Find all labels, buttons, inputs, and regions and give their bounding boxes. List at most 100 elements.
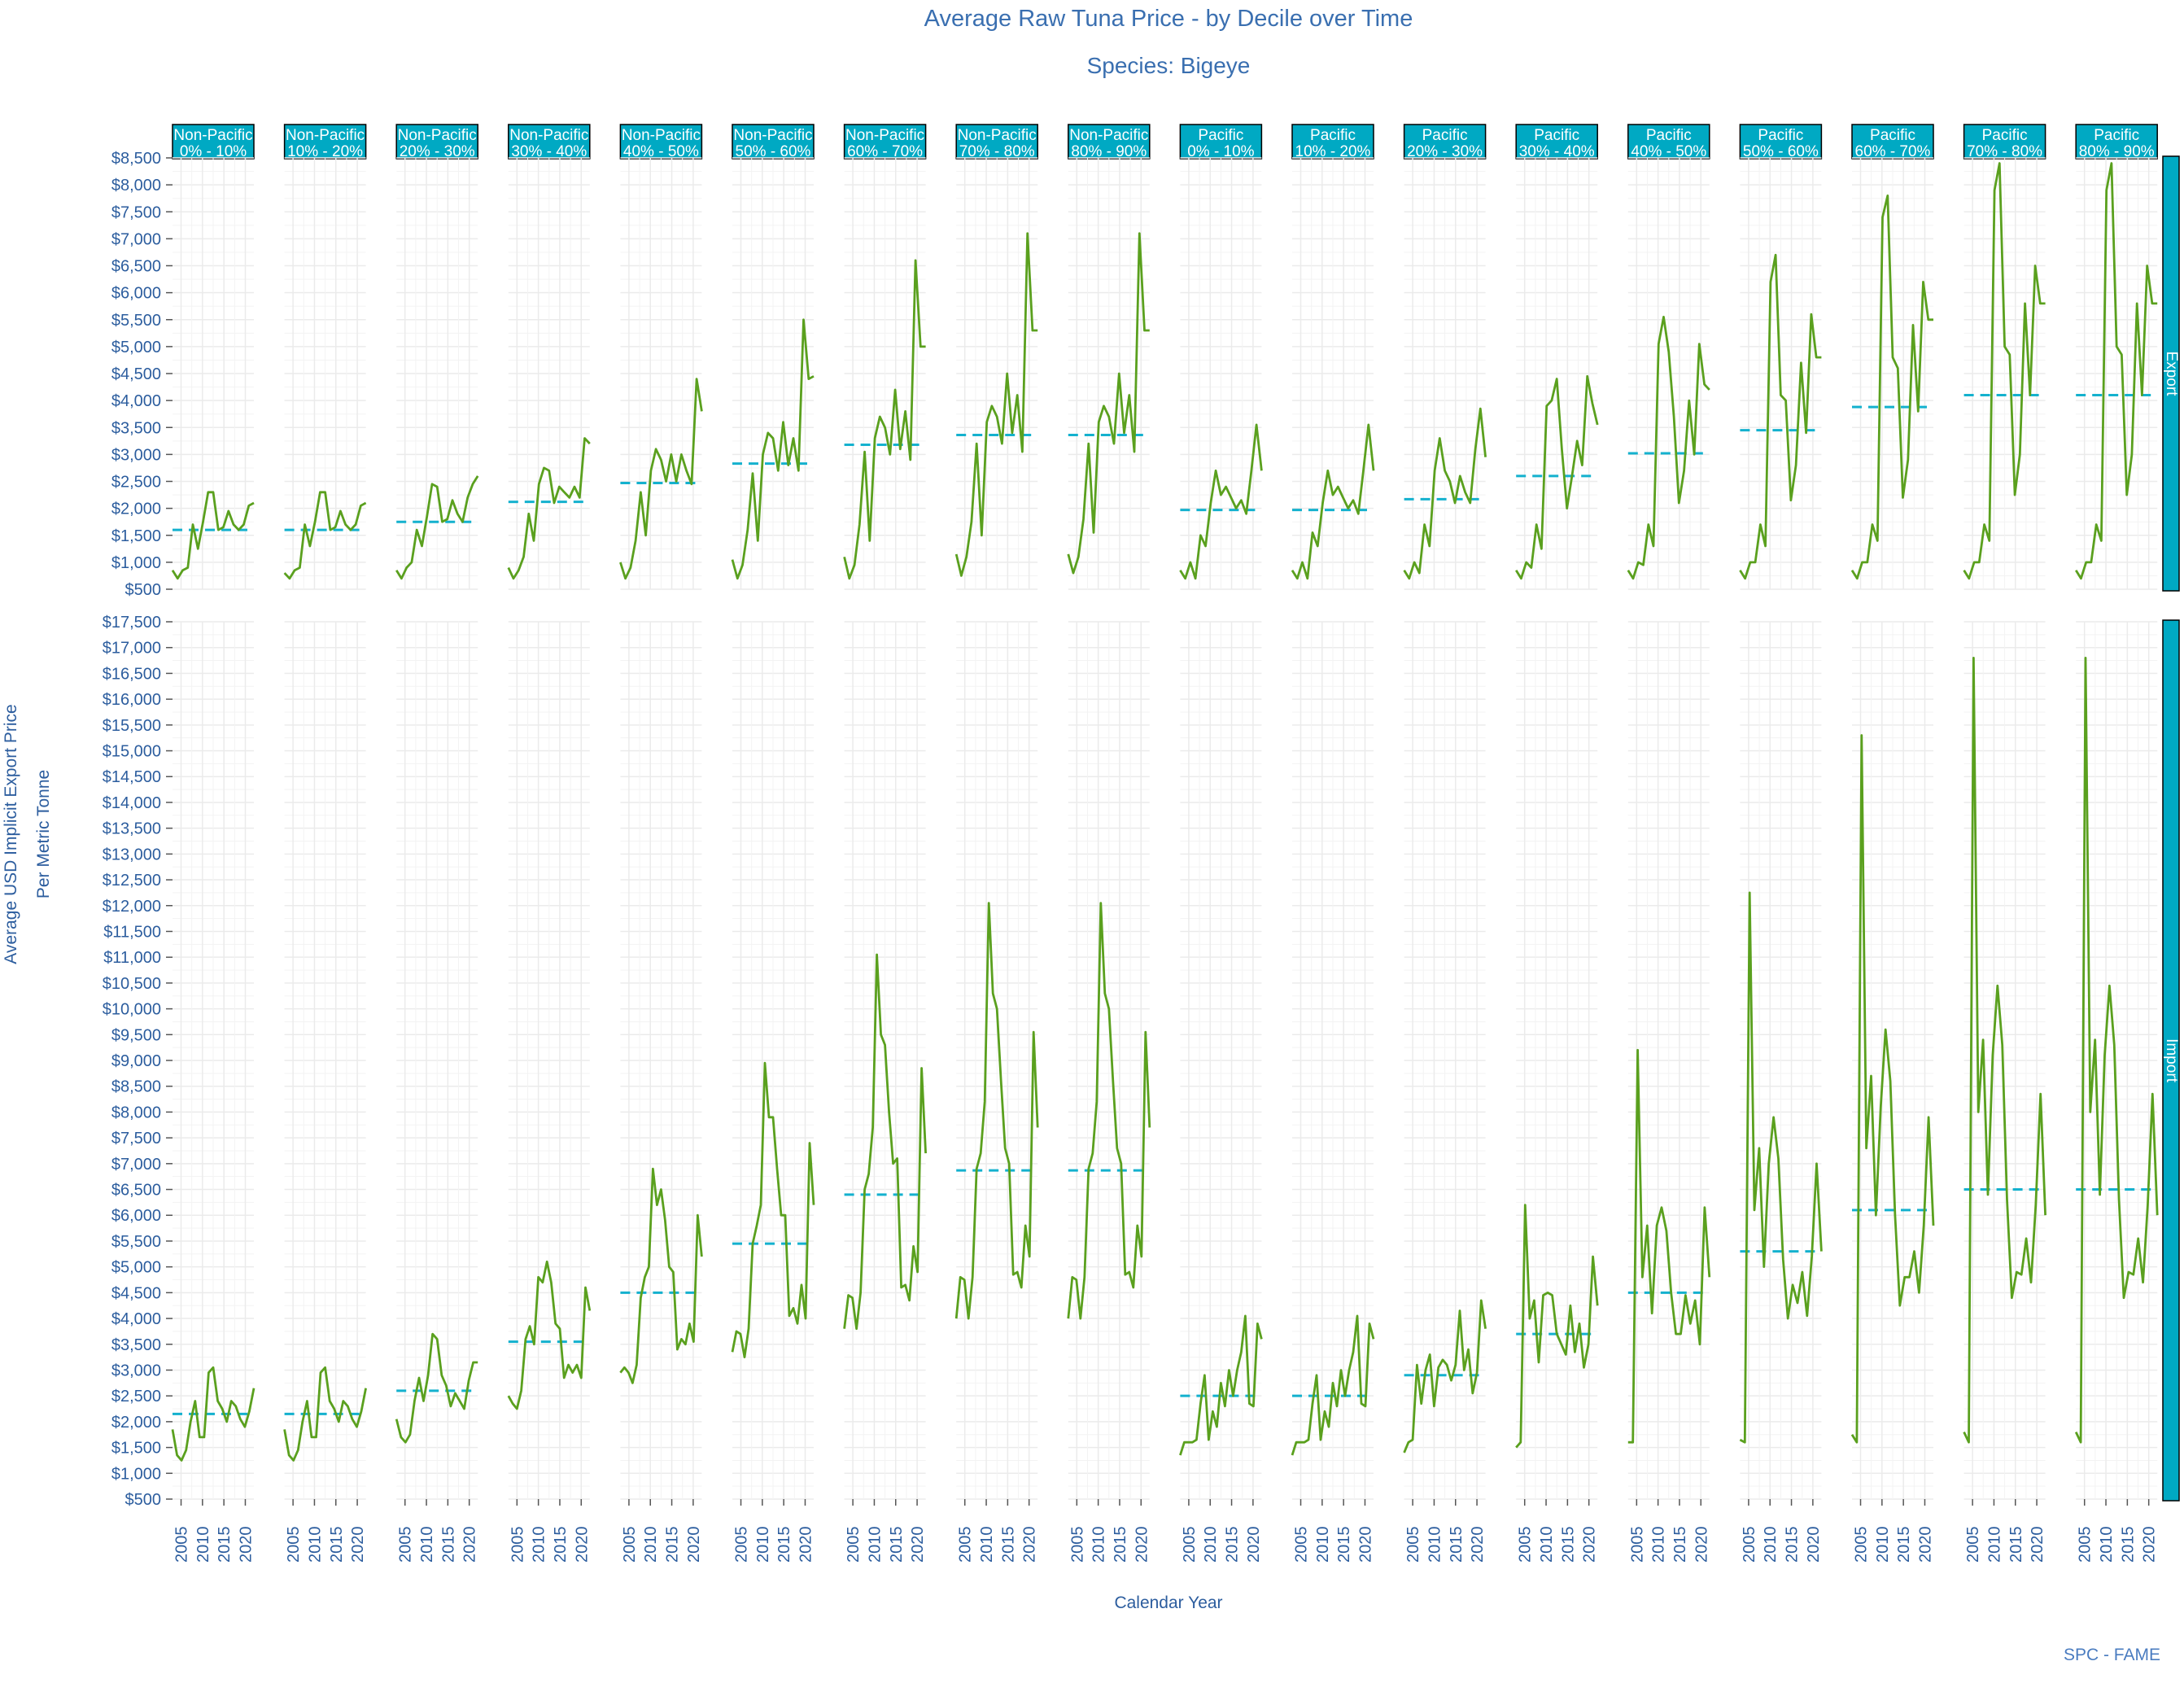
x-tick-label: 2020 bbox=[237, 1527, 255, 1563]
panel bbox=[1627, 157, 1710, 590]
series-line bbox=[731, 1061, 815, 1358]
x-tick-label: 2005 bbox=[1517, 1527, 1535, 1563]
facet-strip bbox=[508, 124, 591, 160]
x-tick-label: 2015 bbox=[999, 1527, 1017, 1563]
panel bbox=[1179, 157, 1263, 590]
row-strip-label: Export bbox=[2163, 352, 2180, 397]
x-tick-label: 2020 bbox=[1916, 1527, 1934, 1563]
y-tick-label: $7,500 bbox=[111, 1130, 161, 1148]
series-line bbox=[1179, 423, 1263, 580]
series-line bbox=[1850, 734, 1935, 1444]
panel bbox=[171, 157, 255, 590]
facet-strip bbox=[172, 124, 255, 160]
y-tick-label: $7,500 bbox=[111, 203, 161, 221]
facet-strip bbox=[955, 124, 1038, 160]
x-tick-label: 2015 bbox=[775, 1527, 793, 1563]
y-tick-label: $4,000 bbox=[111, 1310, 161, 1328]
panel: 2005 2010 2015 2020 bbox=[1739, 621, 1823, 1563]
y-tick-label: $4,500 bbox=[111, 1284, 161, 1302]
y-tick-label: $17,000 bbox=[103, 640, 161, 658]
x-tick-label: 2020 bbox=[909, 1527, 927, 1563]
x-tick-label: 2015 bbox=[1448, 1527, 1465, 1563]
facet-strip-decile: 10% - 20% bbox=[1295, 143, 1371, 160]
x-tick-label: 2010 bbox=[642, 1527, 660, 1563]
facet-strip bbox=[1851, 124, 1934, 160]
x-tick-label: 2020 bbox=[2141, 1527, 2159, 1563]
facet-strip-region: Pacific bbox=[1758, 127, 1803, 144]
facet-strip-region: Non-Pacific bbox=[622, 127, 701, 144]
x-tick-label: 2005 bbox=[1741, 1527, 1758, 1563]
y-tick-label: $2,000 bbox=[111, 501, 161, 518]
y-tick-label: $7,000 bbox=[111, 1156, 161, 1174]
series-line bbox=[1179, 1314, 1263, 1456]
panel: 2005 2010 2015 2020 bbox=[283, 621, 367, 1563]
panel: 2005 2010 2015 2020 bbox=[1291, 621, 1374, 1563]
y-tick-label: $2,500 bbox=[111, 474, 161, 492]
panel bbox=[1739, 157, 1822, 590]
x-tick-label: 2005 bbox=[845, 1527, 863, 1563]
y-tick-label: $3,500 bbox=[111, 1336, 161, 1354]
series-line bbox=[283, 491, 367, 580]
facet-strip-region: Non-Pacific bbox=[173, 127, 252, 144]
panel: 2005 2010 2015 2020 bbox=[2074, 621, 2159, 1563]
series-line bbox=[1963, 657, 2046, 1444]
y-tick-label: $6,500 bbox=[111, 258, 161, 276]
x-tick-label: 2005 bbox=[1068, 1527, 1086, 1563]
panel: 2005 2010 2015 2020 bbox=[1067, 621, 1151, 1563]
x-tick-label: 2010 bbox=[1985, 1527, 2003, 1563]
series-line bbox=[1515, 374, 1599, 580]
facet-strip-decile: 70% - 80% bbox=[959, 143, 1035, 160]
x-tick-label: 2005 bbox=[1628, 1527, 1646, 1563]
x-tick-label: 2010 bbox=[866, 1527, 884, 1563]
y-tick-label: $6,000 bbox=[111, 285, 161, 303]
series-line bbox=[1403, 1299, 1487, 1454]
x-tick-label: 2005 bbox=[173, 1527, 191, 1563]
caption: SPC - FAME bbox=[2064, 1646, 2160, 1664]
facet-strip bbox=[1179, 124, 1263, 160]
panel bbox=[507, 157, 591, 590]
y-tick-label: $10,500 bbox=[103, 975, 161, 993]
y-tick-label: $8,500 bbox=[111, 150, 161, 168]
y-tick-label: $7,000 bbox=[111, 230, 161, 248]
facet-strip-decile: 40% - 50% bbox=[1631, 143, 1706, 160]
x-tick-label: 2005 bbox=[1964, 1527, 1982, 1563]
series-line bbox=[1403, 407, 1487, 580]
facet-strip-decile: 0% - 10% bbox=[1187, 143, 1254, 160]
series-line bbox=[843, 259, 926, 580]
panel: 2005 2010 2015 2020 bbox=[954, 621, 1039, 1563]
x-tick-label: 2010 bbox=[1202, 1527, 1220, 1563]
series-line bbox=[1067, 902, 1151, 1320]
y-tick-label: $11,000 bbox=[103, 949, 161, 967]
y-tick-label: $3,000 bbox=[111, 1362, 161, 1379]
facet-strip-decile: 30% - 40% bbox=[1519, 143, 1595, 160]
x-tick-label: 2005 bbox=[1293, 1527, 1311, 1563]
facet-strip-region: Non-Pacific bbox=[845, 127, 924, 144]
facet-strip-region: Pacific bbox=[1646, 127, 1692, 144]
x-tick-label: 2005 bbox=[397, 1527, 415, 1563]
y-tick-label: $17,500 bbox=[103, 614, 161, 632]
x-tick-label: 2015 bbox=[2007, 1527, 2025, 1563]
x-tick-label: 2005 bbox=[2077, 1527, 2094, 1563]
x-tick-label: 2010 bbox=[306, 1527, 324, 1563]
y-tick-label: $16,500 bbox=[103, 665, 161, 683]
x-tick-label: 2020 bbox=[1581, 1527, 1599, 1563]
x-tick-label: 2010 bbox=[1538, 1527, 1556, 1563]
facet-strip-region: Non-Pacific bbox=[286, 127, 365, 144]
facet-strip-decile: 20% - 30% bbox=[1407, 143, 1483, 160]
y-tick-label: $14,000 bbox=[103, 794, 161, 812]
x-tick-label: 2020 bbox=[1805, 1527, 1823, 1563]
panel bbox=[731, 157, 815, 590]
y-tick-label: $8,500 bbox=[111, 1078, 161, 1096]
y-tick-label: $1,500 bbox=[111, 527, 161, 545]
x-tick-label: 2015 bbox=[2119, 1527, 2137, 1563]
series-line bbox=[954, 232, 1038, 577]
y-tick-label: $15,500 bbox=[103, 717, 161, 735]
facet-strip-decile: 50% - 60% bbox=[736, 143, 811, 160]
panel bbox=[1515, 157, 1599, 590]
facet-strip-decile: 0% - 10% bbox=[180, 143, 247, 160]
x-tick-label: 2015 bbox=[439, 1527, 457, 1563]
x-tick-label: 2010 bbox=[1090, 1527, 1108, 1563]
y-tick-label: $3,000 bbox=[111, 446, 161, 464]
chart-title: Average Raw Tuna Price - by Decile over … bbox=[924, 6, 1413, 32]
